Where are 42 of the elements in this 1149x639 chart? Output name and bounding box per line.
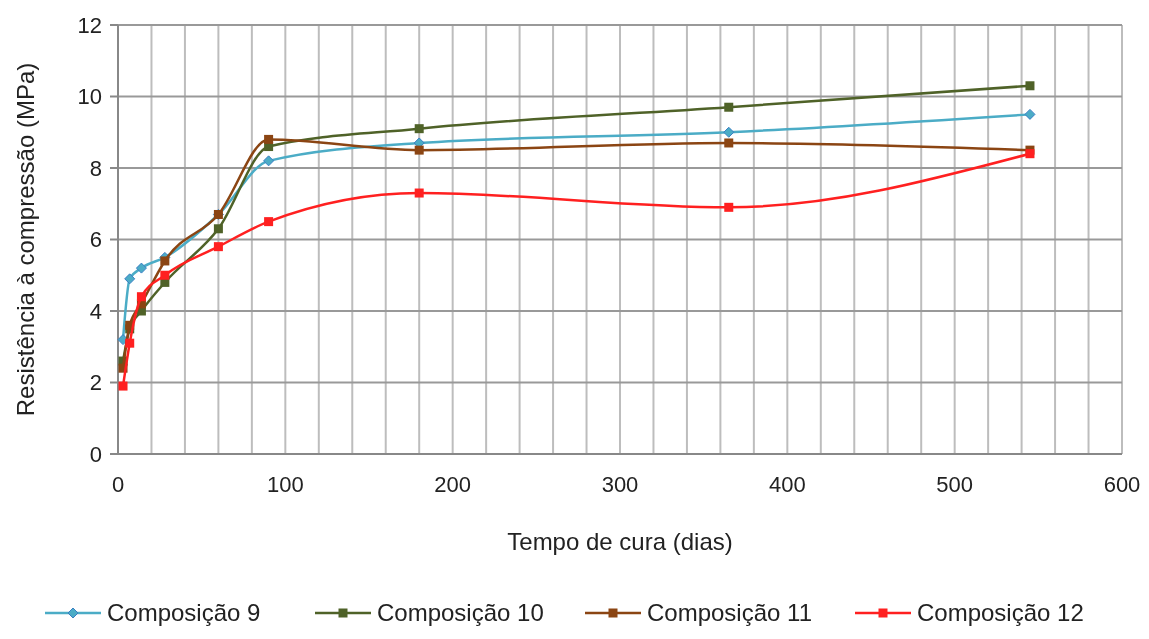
point: [136, 292, 146, 302]
point: [135, 262, 147, 274]
legend-label: Composição 9: [107, 599, 261, 627]
y-tick-label: 8: [89, 155, 102, 181]
x-tick-label: 0: [111, 472, 125, 497]
y-axis-title: Resistência à compressão (MPa): [12, 62, 39, 417]
point: [118, 381, 128, 391]
point: [264, 217, 274, 227]
point: [125, 338, 135, 348]
point: [724, 138, 734, 148]
x-tick-label: 100: [266, 472, 304, 497]
y-tick-label: 12: [77, 12, 102, 38]
legend-label: Composição 10: [377, 599, 544, 627]
point: [1025, 81, 1035, 91]
point: [414, 188, 424, 198]
point: [723, 126, 735, 138]
x-tick-label: 300: [601, 472, 639, 497]
legend-label: Composição 11: [647, 599, 812, 627]
x-tick-label: 200: [434, 472, 472, 497]
x-tick-label: 500: [936, 472, 974, 497]
point: [1024, 108, 1036, 120]
x-tick-label: 400: [768, 472, 806, 497]
point: [213, 242, 223, 252]
point: [724, 202, 734, 212]
point: [1025, 149, 1035, 159]
point: [414, 124, 424, 134]
point: [264, 134, 274, 144]
y-tick-label: 4: [89, 298, 102, 324]
x-tick-label: 600: [1103, 472, 1141, 497]
y-tick-label: 6: [89, 227, 102, 253]
point: [213, 224, 223, 234]
y-tick-label: 2: [89, 370, 102, 396]
point: [160, 270, 170, 280]
legend-label: Composição 12: [917, 599, 1084, 627]
x-axis-title: Tempo de cura (dias): [507, 528, 733, 555]
point: [160, 256, 170, 266]
y-tick-label: 10: [77, 84, 102, 110]
point: [724, 102, 734, 112]
point: [124, 273, 136, 285]
y-tick-label: 0: [89, 441, 102, 467]
point: [263, 155, 275, 167]
point: [414, 145, 424, 155]
